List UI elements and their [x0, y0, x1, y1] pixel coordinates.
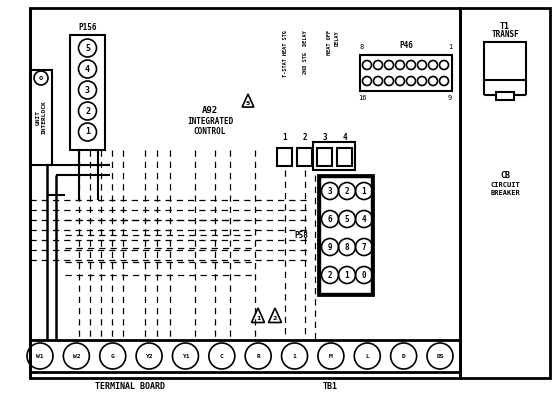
Bar: [318, 175, 373, 295]
Text: M: M: [329, 354, 333, 359]
Text: TRANSF: TRANSF: [491, 30, 519, 39]
Text: G: G: [111, 354, 115, 359]
Text: 2: 2: [273, 316, 277, 321]
Text: 4: 4: [343, 134, 347, 143]
Text: UNIT
INTERLOCK: UNIT INTERLOCK: [35, 100, 47, 134]
Text: 3: 3: [85, 85, 90, 94]
Text: 1: 1: [345, 271, 350, 280]
Bar: [30, 70, 52, 165]
Text: o: o: [39, 75, 43, 81]
Text: HEAT OFF: HEAT OFF: [326, 30, 331, 55]
Text: TB1: TB1: [322, 382, 337, 391]
Text: T-STAT HEAT STG: T-STAT HEAT STG: [283, 30, 288, 77]
Text: 0: 0: [362, 271, 366, 280]
Text: W2: W2: [73, 354, 80, 359]
Text: T1: T1: [500, 22, 510, 31]
Text: DELAY: DELAY: [335, 30, 340, 46]
Text: 2: 2: [85, 107, 90, 115]
Text: R: R: [257, 354, 260, 359]
Text: INTEGRATED: INTEGRATED: [187, 117, 233, 126]
Bar: [30, 340, 460, 372]
Text: BREAKER: BREAKER: [490, 190, 520, 196]
Text: 6: 6: [327, 214, 332, 224]
Text: 4: 4: [85, 64, 90, 73]
Text: 16: 16: [358, 95, 366, 101]
Text: 9: 9: [327, 243, 332, 252]
Text: 2: 2: [302, 134, 307, 143]
Text: A92: A92: [202, 105, 218, 115]
Text: P58: P58: [294, 231, 308, 239]
Text: 5: 5: [345, 214, 350, 224]
Bar: [70, 35, 105, 150]
Bar: [484, 42, 526, 80]
Bar: [337, 148, 352, 166]
Text: D: D: [402, 354, 406, 359]
Bar: [297, 148, 312, 166]
Text: Y2: Y2: [145, 354, 153, 359]
Text: 9: 9: [448, 95, 452, 101]
Text: CB: CB: [500, 171, 510, 179]
Text: TERMINAL BOARD: TERMINAL BOARD: [95, 382, 165, 391]
Text: 1: 1: [362, 186, 366, 196]
Bar: [313, 142, 355, 170]
Text: P156: P156: [78, 23, 97, 32]
Text: 5: 5: [246, 101, 250, 106]
Text: 8: 8: [345, 243, 350, 252]
Text: 1: 1: [293, 354, 296, 359]
Text: CONTROL: CONTROL: [194, 126, 226, 135]
Text: 2: 2: [345, 186, 350, 196]
Bar: [360, 55, 452, 91]
Text: CIRCUIT: CIRCUIT: [490, 182, 520, 188]
Bar: [30, 8, 460, 378]
Text: Y1: Y1: [182, 354, 189, 359]
Text: 3: 3: [327, 186, 332, 196]
Bar: [496, 92, 514, 100]
Text: 8: 8: [360, 44, 364, 50]
Bar: [317, 148, 332, 166]
Text: 1: 1: [85, 128, 90, 137]
Text: P46: P46: [399, 41, 413, 50]
Text: 5: 5: [85, 43, 90, 53]
Text: L: L: [366, 354, 369, 359]
Text: 1: 1: [283, 134, 288, 143]
Text: W1: W1: [36, 354, 44, 359]
Text: 3: 3: [322, 134, 327, 143]
Bar: [277, 148, 292, 166]
Text: 2: 2: [327, 271, 332, 280]
Text: 7: 7: [362, 243, 366, 252]
Bar: [320, 177, 371, 293]
Text: 1: 1: [448, 44, 452, 50]
Bar: [460, 8, 550, 378]
Text: 4: 4: [362, 214, 366, 224]
Text: 1: 1: [256, 316, 260, 321]
Text: DS: DS: [436, 354, 444, 359]
Text: C: C: [220, 354, 224, 359]
Text: 2ND STG  DELAY: 2ND STG DELAY: [302, 30, 307, 74]
